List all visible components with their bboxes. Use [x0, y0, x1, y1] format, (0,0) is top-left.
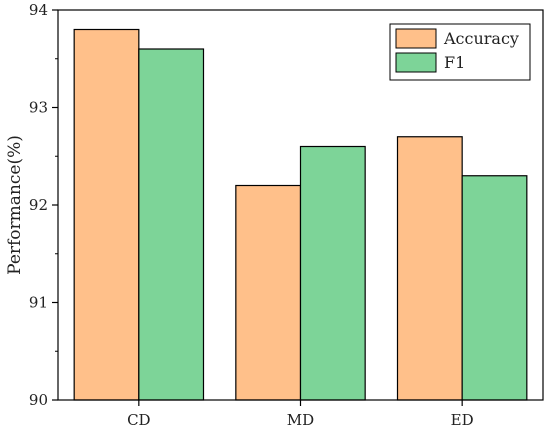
legend-label-f1: F1: [444, 53, 465, 72]
y-tick-label: 92: [29, 196, 48, 214]
bar-accuracy-ed: [396, 136, 463, 401]
legend-label-accuracy: Accuracy: [443, 29, 519, 48]
x-axis-ticks: CD MD ED: [127, 400, 474, 429]
x-tick-label: MD: [287, 411, 314, 429]
legend: Accuracy F1: [389, 23, 531, 81]
y-tick-label: 94: [29, 1, 48, 19]
x-tick-label: CD: [127, 411, 151, 429]
bars-group: [73, 28, 528, 401]
bar-f1-md: [299, 145, 366, 401]
plot-frame: [57, 9, 544, 401]
bar-accuracy-cd: [73, 28, 140, 401]
bar-accuracy-md: [235, 184, 302, 401]
legend-swatch-f1: [395, 52, 437, 73]
y-tick-label: 90: [29, 391, 48, 409]
y-tick-label: 91: [29, 294, 48, 312]
x-tick-label: ED: [451, 411, 474, 429]
legend-swatch-accuracy: [395, 28, 437, 49]
y-axis-title: Performance(%): [5, 135, 25, 275]
bar-f1-ed: [461, 175, 528, 401]
bar-f1-cd: [138, 48, 205, 401]
y-tick-label: 93: [29, 99, 48, 117]
y-axis-ticks: 90 91 92 93 94: [29, 1, 58, 409]
